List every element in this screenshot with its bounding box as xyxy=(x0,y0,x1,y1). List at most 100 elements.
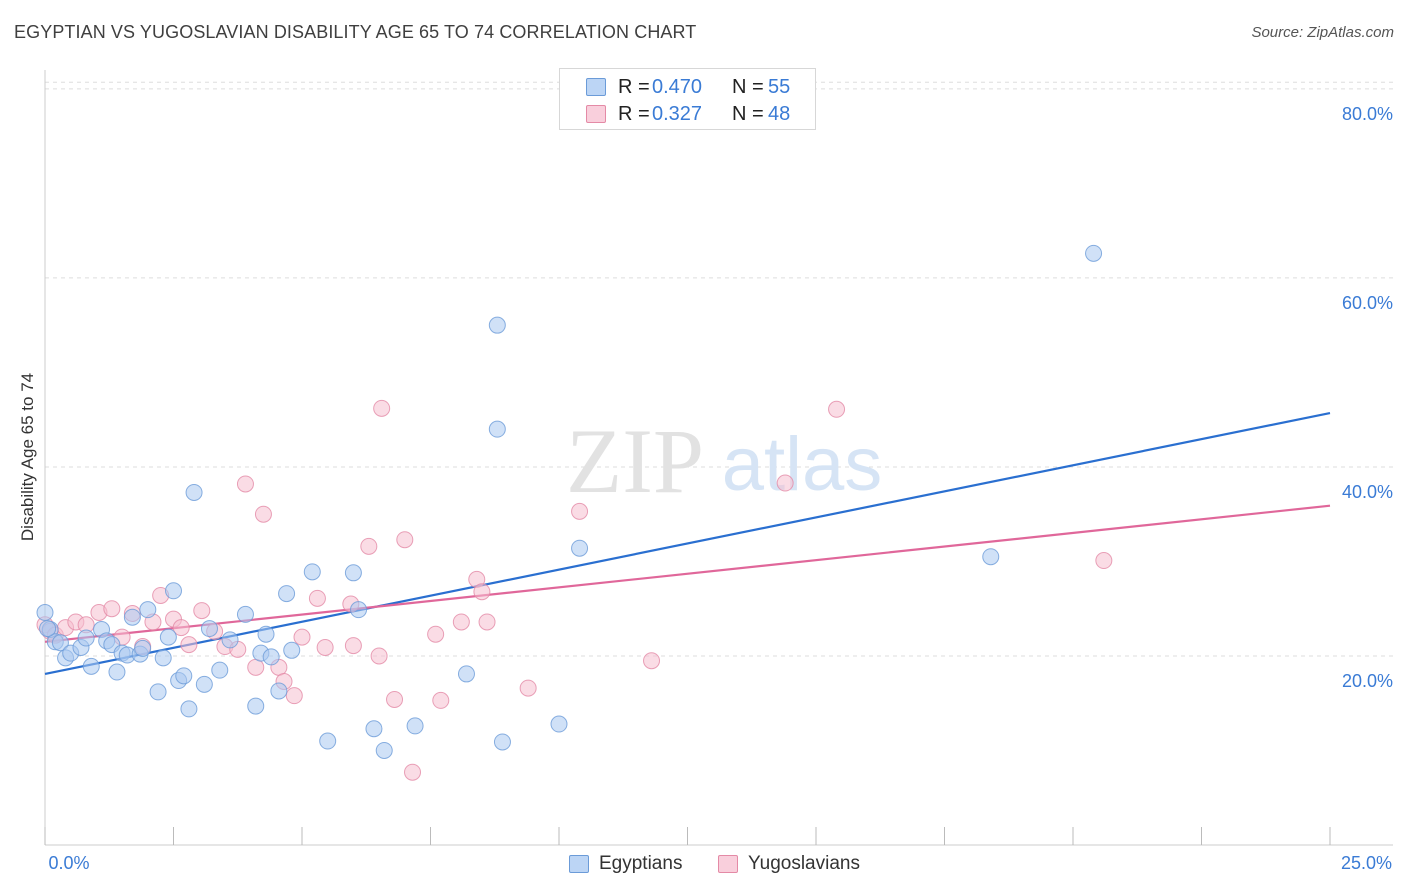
yugoslavian-point xyxy=(432,691,450,709)
egyptian-point xyxy=(571,539,589,557)
yugoslavian-point xyxy=(776,474,794,492)
chart-title: EGYPTIAN VS YUGOSLAVIAN DISABILITY AGE 6… xyxy=(14,22,697,42)
yugoslavian-point xyxy=(344,637,362,655)
egyptian-point xyxy=(488,420,506,438)
egyptian-point xyxy=(406,717,424,735)
yugoslavian-point xyxy=(404,763,422,781)
egyptians-swatch xyxy=(586,78,606,96)
legend-n-value: 55 xyxy=(768,75,791,98)
egyptian-point xyxy=(139,601,157,619)
yugoslavian-point xyxy=(386,690,404,708)
egyptian-point xyxy=(82,657,100,675)
egyptian-point xyxy=(493,733,511,751)
yugoslavian-point xyxy=(172,619,190,637)
yugoslavians-swatch xyxy=(586,105,606,123)
egyptian-point xyxy=(154,649,172,667)
egyptian-point xyxy=(247,697,265,715)
egyptian-point xyxy=(278,585,296,603)
egyptian-point xyxy=(159,628,177,646)
yugoslavian-point xyxy=(360,537,378,555)
legend-r-label: R = xyxy=(618,102,650,125)
egyptian-point xyxy=(200,620,218,638)
egyptian-point xyxy=(221,631,239,649)
legend-row-egyptians: R = 0.470 N = 55 xyxy=(586,76,848,98)
egyptian-point xyxy=(149,683,167,701)
egyptian-point xyxy=(134,639,152,657)
x-tick-label: 25.0% xyxy=(1341,853,1392,873)
egyptian-point xyxy=(550,715,568,733)
y-tick-label: 60.0% xyxy=(1342,293,1393,313)
egyptian-point xyxy=(1085,244,1103,262)
yugoslavian-point xyxy=(571,502,589,520)
legend-label-yugoslavians: Yugoslavians xyxy=(748,853,860,874)
egyptian-point xyxy=(344,564,362,582)
source-credit: Source: ZipAtlas.com xyxy=(1251,24,1394,41)
legend-row-yugoslavians: R = 0.327 N = 48 xyxy=(586,103,848,125)
legend-item-egyptians[interactable]: Egyptians xyxy=(569,852,682,876)
egyptian-point xyxy=(211,661,229,679)
legend-label-egyptians: Egyptians xyxy=(599,853,683,874)
yugoslavian-point xyxy=(1095,552,1113,570)
legend-n-label: N = xyxy=(732,75,764,98)
watermark-atlas: atlas xyxy=(722,422,883,507)
egyptian-point xyxy=(303,563,321,581)
yugoslavian-point xyxy=(103,600,121,618)
legend-item-yugoslavians[interactable]: Yugoslavians xyxy=(718,852,860,876)
legend-r-value: 0.327 xyxy=(652,102,703,125)
egyptian-point xyxy=(39,620,57,638)
egyptian-point xyxy=(270,682,288,700)
y-tick-label: 80.0% xyxy=(1342,104,1393,124)
yugoslavian-point xyxy=(373,399,391,417)
tick-labels: 20.0% 40.0% 60.0% 80.0% 0.0% 25.0% xyxy=(48,104,1393,873)
egyptian-point xyxy=(185,483,203,501)
x-tick-label: 0.0% xyxy=(48,853,89,873)
yugoslavian-point xyxy=(370,647,388,665)
egyptian-point xyxy=(108,663,126,681)
egyptian-point xyxy=(175,667,193,685)
egyptian-point xyxy=(488,316,506,334)
yugoslavian-point xyxy=(254,505,272,523)
legend-n-value: 48 xyxy=(768,102,791,125)
egyptian-point xyxy=(123,608,141,626)
yugoslavian-point xyxy=(519,679,537,697)
yugoslavian-point xyxy=(316,638,334,656)
egyptian-point xyxy=(36,604,54,621)
yugoslavian-point xyxy=(308,589,326,607)
yugoslavian-point xyxy=(478,613,496,631)
yugoslavian-point xyxy=(193,602,211,620)
egyptian-point xyxy=(180,700,198,718)
egyptian-point xyxy=(262,648,280,666)
yugoslavian-point xyxy=(427,625,445,643)
yugoslavian-point xyxy=(180,636,198,654)
yugoslavian-point xyxy=(247,658,265,676)
egyptian-point xyxy=(165,582,182,600)
yugoslavian-point xyxy=(285,687,303,705)
y-tick-label: 40.0% xyxy=(1342,482,1393,502)
axes xyxy=(44,70,1393,846)
yugoslavian-point xyxy=(293,628,311,646)
watermark-zip: ZIP xyxy=(566,410,704,512)
yugoslavians-swatch xyxy=(718,855,738,873)
yugoslavian-point xyxy=(828,400,846,418)
egyptian-point xyxy=(982,548,1000,566)
yugoslavian-point xyxy=(643,652,661,670)
egyptian-point xyxy=(77,629,95,647)
legend-r-value: 0.470 xyxy=(652,75,703,98)
legend-r-label: R = xyxy=(618,75,650,98)
data-points xyxy=(36,244,1113,781)
correlation-legend: R = 0.470 N = 55 R = 0.327 N = 48 xyxy=(559,68,816,130)
egyptian-point xyxy=(365,720,383,738)
egyptian-point xyxy=(350,601,368,619)
egyptian-point xyxy=(375,741,393,759)
legend-n-label: N = xyxy=(732,102,764,125)
yugoslavian-point xyxy=(396,531,414,549)
egyptian-point xyxy=(457,665,475,683)
egyptian-point xyxy=(257,625,275,643)
egyptian-point xyxy=(236,605,254,623)
y-tick-label: 20.0% xyxy=(1342,671,1393,691)
yugoslavians-trend-line xyxy=(44,504,1331,643)
egyptian-point xyxy=(319,732,337,750)
yugoslavian-point xyxy=(236,475,254,493)
yugoslavian-point xyxy=(473,583,491,601)
